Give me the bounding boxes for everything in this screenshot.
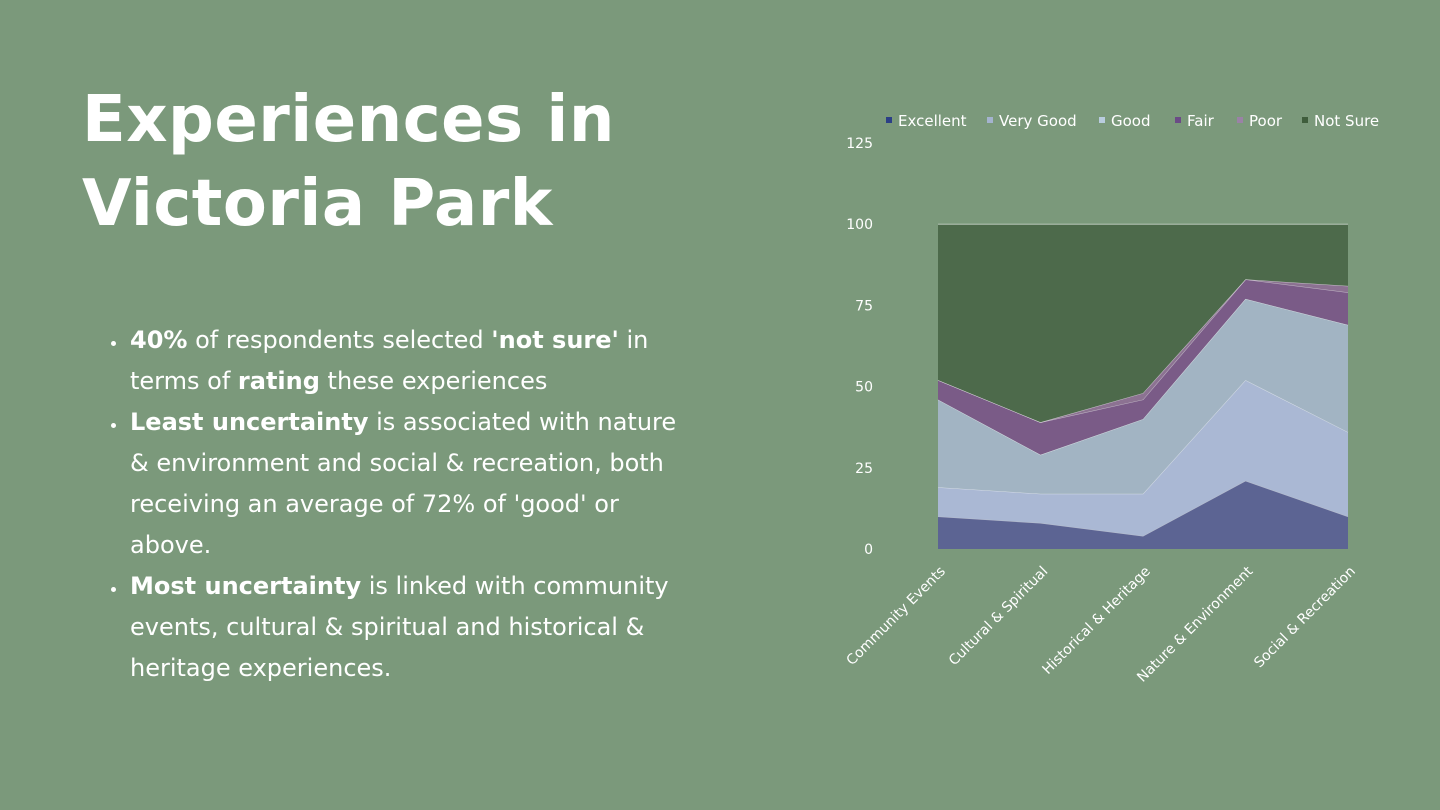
bullet-text-bold: rating	[237, 367, 320, 395]
legend-marker	[1175, 117, 1181, 123]
bullet-item: 40% of respondents selected 'not sure' i…	[128, 320, 688, 402]
bullet-text-bold: Least uncertainty	[130, 408, 369, 436]
chart-legend: Excellent Very Good Good Fair Poor Not Sure	[886, 112, 1379, 130]
area-poor	[938, 279, 1348, 423]
bullet-list: 40% of respondents selected 'not sure' i…	[102, 320, 688, 689]
bullet-text: is associated with nature & environment …	[130, 408, 677, 559]
bullet-text-bold: 40%	[130, 326, 188, 354]
bullet-text-bold: 'not sure'	[491, 326, 619, 354]
y-tick-label: 75	[855, 298, 873, 314]
bullet-text: in terms of	[130, 326, 649, 395]
legend-label: Good	[1111, 112, 1151, 130]
title-line-2: Victoria Park	[82, 167, 553, 241]
legend-marker	[1302, 117, 1308, 123]
area-good	[938, 298, 1348, 494]
bullet-text: these experiences	[319, 367, 548, 395]
legend-label: Fair	[1187, 112, 1215, 130]
x-category-label: Community Events	[844, 564, 949, 669]
x-category-label: Nature & Environment	[1134, 563, 1256, 685]
y-tick-label: 50	[855, 380, 873, 396]
title-line-1: Experiences in	[82, 83, 615, 157]
y-tick-label: 0	[864, 542, 873, 558]
legend-label: Very Good	[999, 112, 1077, 130]
area-fair	[938, 279, 1348, 455]
y-tick-label: 25	[855, 461, 873, 477]
bullet-item: Least uncertainty is associated with nat…	[128, 402, 688, 566]
x-category-label: Cultural & Spiritual	[946, 564, 1051, 669]
legend-marker	[1099, 117, 1105, 123]
legend-marker	[886, 117, 892, 123]
area-very-good	[938, 380, 1348, 536]
y-axis: 0 25 50 75 100 125	[846, 136, 873, 558]
bullet-text-bold: Most uncertainty	[130, 572, 362, 600]
y-tick-label: 125	[846, 136, 873, 152]
chart-areas	[937, 223, 1349, 549]
bullet-text: is linked with community events, cultura…	[130, 572, 669, 682]
area-not-sure	[938, 224, 1348, 423]
x-category-label: Historical & Heritage	[1039, 564, 1153, 678]
x-category-label: Social & Recreation	[1251, 564, 1359, 672]
legend-label: Not Sure	[1314, 112, 1379, 130]
legend-marker	[1237, 117, 1243, 123]
slide-title: Experiences in Victoria Park	[82, 78, 615, 246]
bullet-text: of respondents selected	[187, 326, 492, 354]
bullet-item: Most uncertainty is linked with communit…	[128, 566, 688, 689]
legend-label: Poor	[1249, 112, 1283, 130]
y-tick-label: 100	[846, 217, 873, 233]
area-excellent	[938, 480, 1348, 549]
legend-label: Excellent	[898, 112, 967, 130]
legend-marker	[987, 117, 993, 123]
